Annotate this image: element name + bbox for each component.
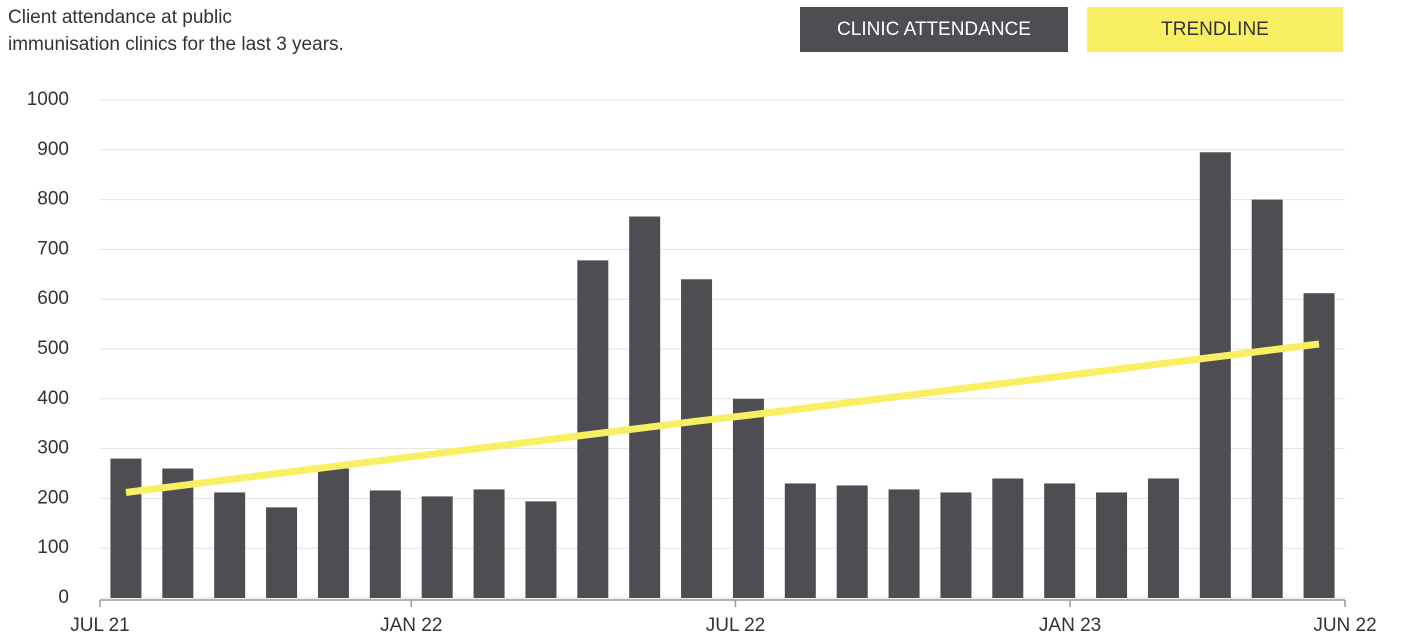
bar xyxy=(577,260,609,598)
bar xyxy=(473,489,505,598)
bar xyxy=(681,279,713,598)
x-tick-label: JUL 21 xyxy=(70,615,130,636)
y-tick-label: 100 xyxy=(37,537,69,558)
bar xyxy=(1147,478,1179,598)
bar xyxy=(1096,492,1128,598)
y-tick-label: 300 xyxy=(37,438,69,459)
bar xyxy=(421,496,453,598)
bar xyxy=(266,507,298,598)
y-tick-label: 500 xyxy=(37,338,69,359)
bar xyxy=(1303,293,1335,598)
legend-label: TRENDLINE xyxy=(1161,19,1269,40)
legend-swatch xyxy=(800,7,1068,52)
x-tick-label: JUL 22 xyxy=(706,615,766,636)
trendline xyxy=(125,340,1320,496)
bar xyxy=(110,458,142,598)
y-tick-label: 400 xyxy=(37,388,69,409)
legend-swatch xyxy=(1087,7,1343,52)
x-tick-label: JAN 22 xyxy=(380,615,442,636)
x-tick-label: JAN 23 xyxy=(1039,615,1101,636)
y-tick-label: 1000 xyxy=(27,89,69,110)
x-tick-label: JUN 22 xyxy=(1313,615,1376,636)
y-tick-label: 700 xyxy=(37,238,69,259)
bar xyxy=(629,216,661,599)
bar xyxy=(1199,152,1231,599)
bar xyxy=(992,478,1024,598)
y-tick-label: 600 xyxy=(37,288,69,309)
chart-title: immunisation clinics for the last 3 year… xyxy=(8,34,344,55)
bar xyxy=(836,485,868,598)
bar xyxy=(1251,199,1283,598)
y-tick-label: 800 xyxy=(37,189,69,210)
y-tick-label: 200 xyxy=(37,487,69,508)
bar xyxy=(317,468,349,598)
bar xyxy=(784,483,816,598)
bar xyxy=(732,398,764,598)
chart-title: Client attendance at public xyxy=(8,7,232,28)
bar xyxy=(940,492,972,598)
bar xyxy=(1044,483,1076,598)
bar xyxy=(525,501,557,598)
y-tick-label: 0 xyxy=(58,587,69,608)
y-tick-label: 900 xyxy=(37,139,69,160)
bar xyxy=(369,490,401,598)
bar xyxy=(888,489,920,598)
legend-label: CLINIC ATTENDANCE xyxy=(837,19,1031,40)
bar xyxy=(214,492,246,598)
